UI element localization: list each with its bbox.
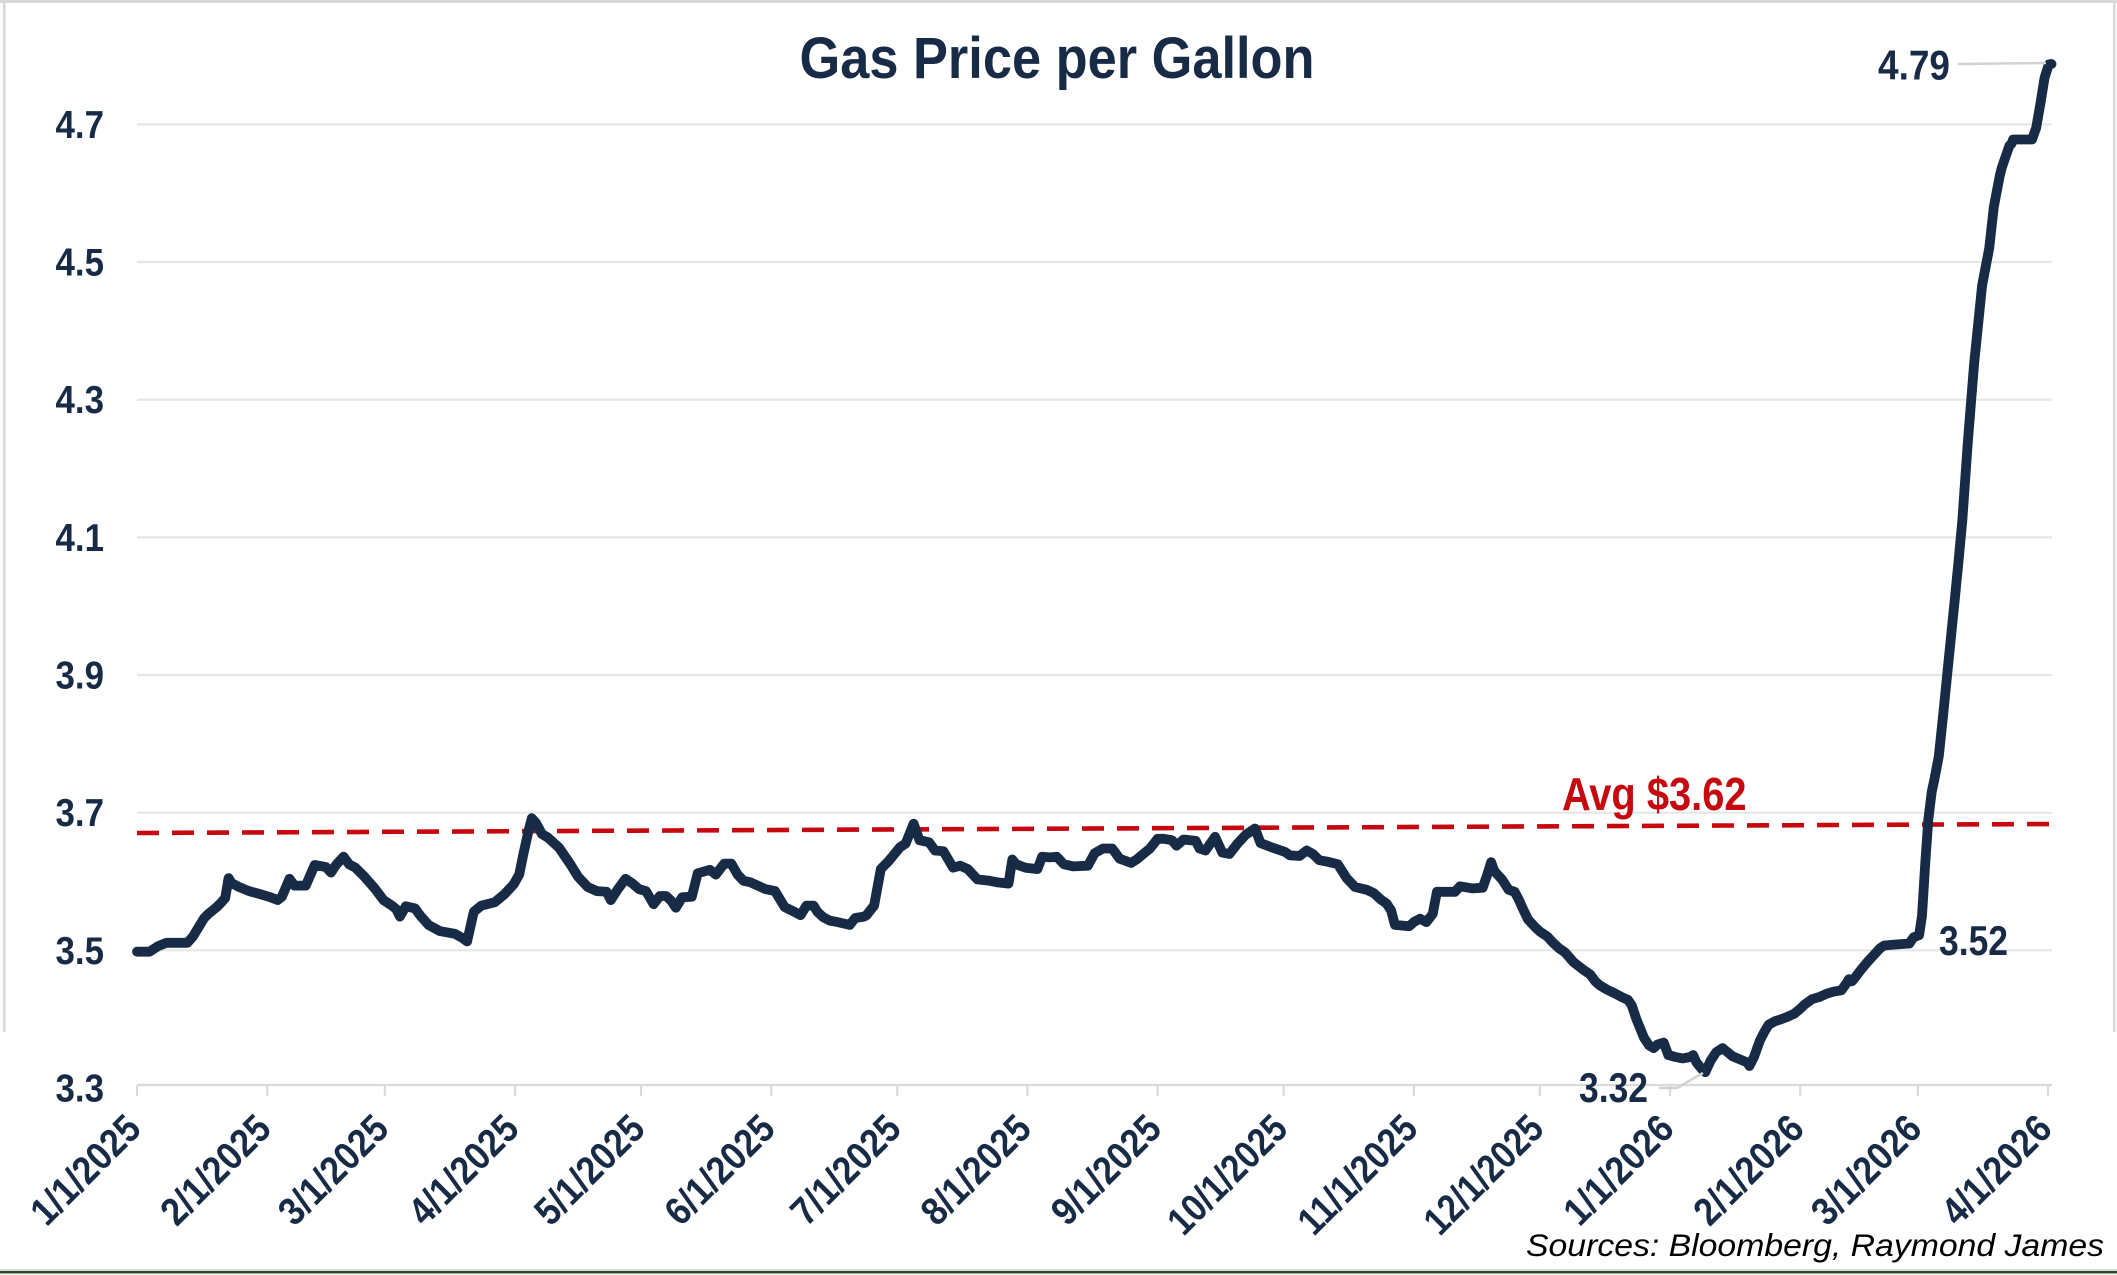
svg-text:3.9: 3.9 (56, 655, 105, 698)
svg-text:Sources: Bloomberg, Raymond Ja: Sources: Bloomberg, Raymond James (1526, 1227, 2104, 1263)
svg-text:3.7: 3.7 (56, 792, 105, 835)
svg-text:4.5: 4.5 (56, 242, 105, 285)
svg-text:4.79: 4.79 (1878, 42, 1950, 89)
svg-text:3.32: 3.32 (1579, 1064, 1648, 1111)
svg-text:4.3: 4.3 (56, 379, 105, 422)
svg-text:Avg $3.62: Avg $3.62 (1562, 768, 1747, 820)
svg-text:4.7: 4.7 (56, 104, 105, 147)
svg-text:4.1: 4.1 (56, 517, 105, 560)
svg-text:3.3: 3.3 (56, 1068, 105, 1111)
svg-text:3.52: 3.52 (1939, 917, 2008, 964)
svg-text:3.5: 3.5 (56, 930, 105, 973)
svg-text:Gas Price per Gallon: Gas Price per Gallon (800, 26, 1315, 91)
